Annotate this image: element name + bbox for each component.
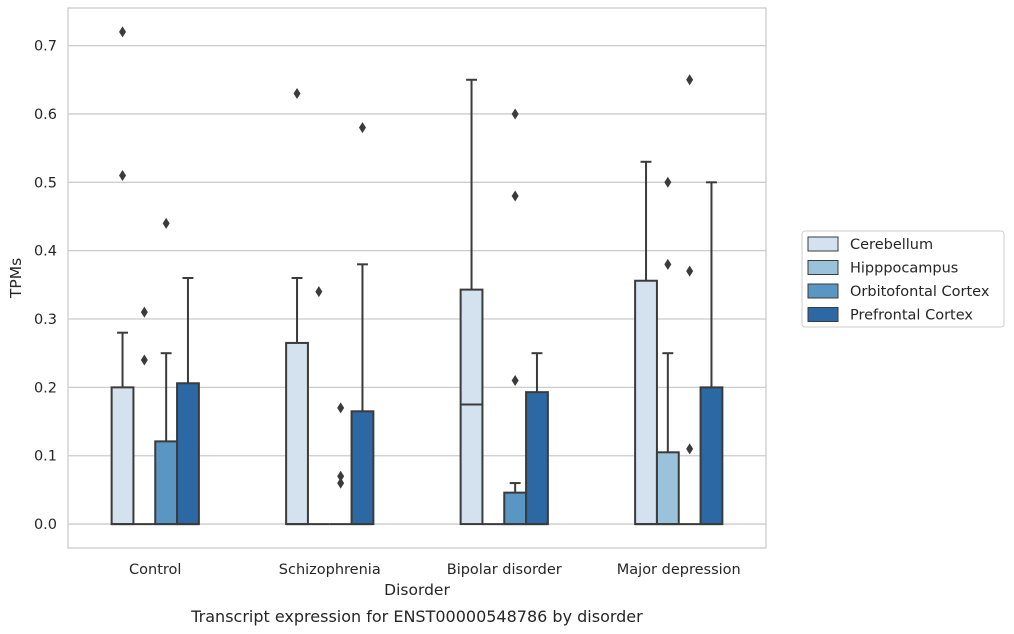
box-iqr bbox=[176, 382, 200, 526]
x-axis-label: Disorder bbox=[384, 581, 450, 599]
outlier-point bbox=[664, 176, 672, 188]
outlier-point bbox=[686, 74, 694, 86]
outlier-point bbox=[511, 375, 519, 387]
legend-swatch bbox=[807, 283, 839, 299]
legend-swatch bbox=[807, 260, 839, 275]
box-iqr bbox=[503, 491, 528, 526]
outlier-point bbox=[511, 108, 519, 120]
y-axis-label: TPMs bbox=[7, 258, 25, 299]
legend-label: Cerebellum bbox=[850, 237, 933, 253]
y-tick-label: 0.0 bbox=[34, 517, 57, 533]
y-tick-label: 0.1 bbox=[34, 449, 57, 465]
y-tick-label: 0.5 bbox=[34, 175, 57, 191]
outlier-point bbox=[119, 169, 127, 181]
outlier-point bbox=[119, 26, 127, 38]
y-tick-label: 0.6 bbox=[34, 107, 57, 123]
x-tick-label: Major depression bbox=[617, 562, 741, 578]
legend-swatch bbox=[807, 307, 839, 322]
legend-swatch bbox=[807, 236, 839, 252]
box-iqr bbox=[154, 440, 179, 526]
legend-label: Prefrontal Cortex bbox=[850, 308, 973, 324]
outlier-point bbox=[162, 217, 170, 229]
box bbox=[678, 74, 701, 526]
series-prefrontal-cortex bbox=[176, 122, 724, 526]
chart-caption: Transcript expression for ENST0000054878… bbox=[190, 607, 643, 626]
box bbox=[307, 286, 330, 526]
outlier-point bbox=[337, 477, 345, 489]
box-iqr bbox=[655, 451, 680, 526]
box-series bbox=[110, 26, 724, 526]
series-hipppocampus bbox=[133, 176, 680, 526]
outlier-point bbox=[664, 258, 672, 270]
box bbox=[699, 181, 724, 526]
box bbox=[110, 26, 135, 526]
x-tick-label: Control bbox=[129, 562, 181, 578]
box bbox=[133, 306, 156, 526]
series-orbitofontal-cortex bbox=[154, 74, 701, 526]
outlier-point bbox=[337, 470, 345, 482]
legend-label: Orbitofontal Cortex bbox=[850, 284, 990, 300]
y-tick-label: 0.2 bbox=[34, 380, 57, 396]
legend-frame bbox=[801, 230, 1005, 328]
box bbox=[176, 277, 200, 526]
box bbox=[655, 176, 680, 526]
series-cerebellum bbox=[110, 26, 658, 526]
outlier-point bbox=[686, 443, 694, 455]
y-tick-label: 0.4 bbox=[34, 244, 57, 260]
legend-label: Hipppocampus bbox=[850, 261, 958, 277]
outlier-point bbox=[511, 190, 519, 202]
outlier-point bbox=[686, 265, 694, 277]
y-tick-label: 0.7 bbox=[34, 39, 57, 55]
box bbox=[459, 78, 484, 526]
box bbox=[525, 352, 549, 526]
box-iqr bbox=[110, 386, 135, 526]
outlier-point bbox=[140, 306, 148, 318]
box bbox=[503, 108, 528, 526]
x-tick-label: Schizophrenia bbox=[279, 562, 381, 578]
box-iqr bbox=[634, 279, 658, 526]
outlier-point bbox=[315, 286, 323, 298]
y-tick-label: 0.3 bbox=[34, 312, 57, 328]
box-iqr bbox=[459, 288, 484, 526]
x-tick-label: Bipolar disorder bbox=[447, 562, 562, 578]
legend: Cerebellum Hipppocampus Orbitofontal Corte… bbox=[801, 230, 1005, 328]
box bbox=[154, 217, 179, 526]
outlier-point bbox=[140, 354, 148, 366]
plot-frame bbox=[67, 7, 767, 549]
box-iqr bbox=[350, 410, 375, 526]
outlier-point bbox=[358, 122, 366, 134]
box bbox=[285, 87, 309, 526]
box-iqr bbox=[525, 391, 549, 526]
outlier-point bbox=[337, 402, 345, 414]
box bbox=[634, 160, 658, 526]
box-iqr bbox=[285, 341, 309, 526]
y-axis-ticks: 0.0 0.1 0.2 0.3 0.4 0.5 0.6 0.7 bbox=[34, 39, 57, 533]
outlier-point bbox=[293, 87, 301, 99]
box bbox=[329, 402, 352, 526]
box-iqr bbox=[699, 386, 724, 526]
box bbox=[350, 122, 375, 526]
x-axis-ticks: Control Schizophrenia Bipolar disorder Majo… bbox=[129, 562, 741, 578]
